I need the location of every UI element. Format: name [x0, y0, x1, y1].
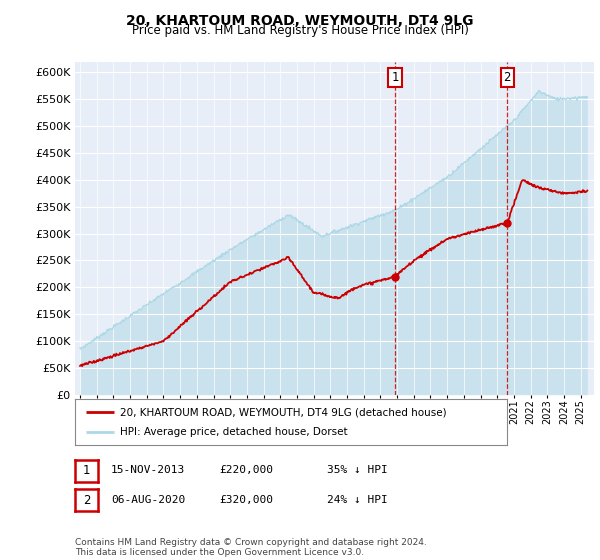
Text: 1: 1 — [391, 71, 399, 84]
Text: £320,000: £320,000 — [219, 494, 273, 505]
Text: HPI: Average price, detached house, Dorset: HPI: Average price, detached house, Dors… — [121, 427, 348, 437]
Text: 1: 1 — [83, 464, 90, 478]
Text: 20, KHARTOUM ROAD, WEYMOUTH, DT4 9LG: 20, KHARTOUM ROAD, WEYMOUTH, DT4 9LG — [126, 14, 474, 28]
Text: 35% ↓ HPI: 35% ↓ HPI — [327, 465, 388, 475]
Text: 2: 2 — [503, 71, 511, 84]
Text: Contains HM Land Registry data © Crown copyright and database right 2024.
This d: Contains HM Land Registry data © Crown c… — [75, 538, 427, 557]
Text: £220,000: £220,000 — [219, 465, 273, 475]
Text: Price paid vs. HM Land Registry's House Price Index (HPI): Price paid vs. HM Land Registry's House … — [131, 24, 469, 37]
Text: 20, KHARTOUM ROAD, WEYMOUTH, DT4 9LG (detached house): 20, KHARTOUM ROAD, WEYMOUTH, DT4 9LG (de… — [121, 407, 447, 417]
Text: 24% ↓ HPI: 24% ↓ HPI — [327, 494, 388, 505]
Text: 2: 2 — [83, 493, 90, 507]
Text: 15-NOV-2013: 15-NOV-2013 — [111, 465, 185, 475]
Text: 06-AUG-2020: 06-AUG-2020 — [111, 494, 185, 505]
